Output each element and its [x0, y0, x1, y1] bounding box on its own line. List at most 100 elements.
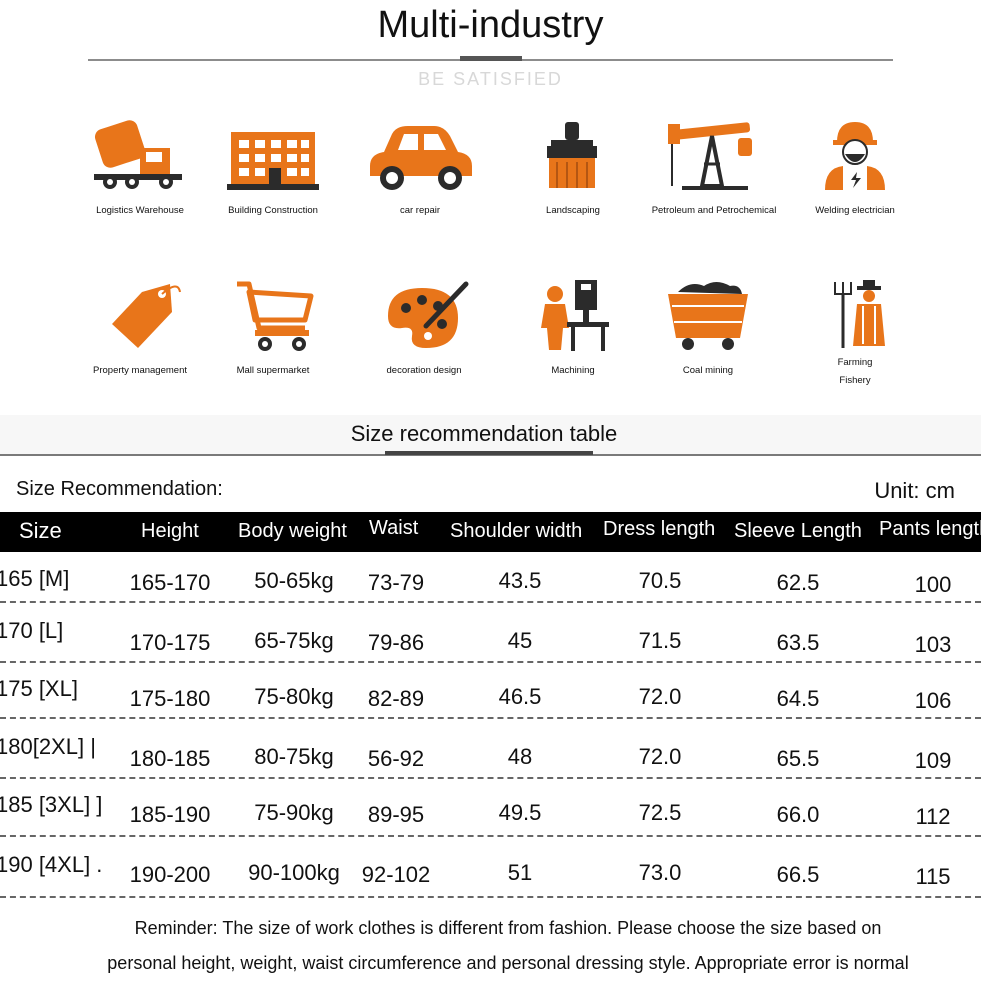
page-subtitle: BE SATISFIED — [418, 69, 563, 89]
cell-size: 190 [4XL] . — [0, 852, 103, 877]
col-header-size: Size — [19, 518, 62, 543]
row-divider — [0, 835, 981, 837]
industry-petroleum: Petroleum and Petrochemical — [639, 120, 789, 220]
palette-icon — [388, 281, 469, 348]
industry-machining: Machining — [498, 278, 648, 380]
industry-decoration: decoration design — [349, 278, 499, 380]
industry-property: Property management — [65, 278, 215, 380]
industry-label: Welding electrician — [815, 205, 895, 216]
cell-weight: 90-100kg — [248, 860, 340, 885]
shopping-cart-icon — [237, 281, 314, 351]
cell-pants: 112 — [915, 804, 951, 829]
car-icon — [370, 126, 472, 190]
size-title-divider-accent — [385, 451, 593, 455]
cell-size: 180[2XL] | — [0, 734, 96, 759]
paint-brush-icon — [547, 122, 597, 188]
cell-dress: 72.0 — [638, 684, 682, 709]
cell-size: 165 [M] — [0, 566, 70, 591]
cell-weight: 50-65kg — [254, 568, 334, 593]
industry-building: Building Construction — [198, 120, 348, 220]
cell-size: 170 [L] — [0, 618, 64, 643]
industry-label: Petroleum and Petrochemical — [651, 205, 777, 216]
cell-weight: 75-90kg — [254, 800, 334, 825]
cell-sleeve: 62.5 — [776, 570, 820, 595]
cell-pants: 103 — [914, 632, 952, 657]
worker-icon — [825, 122, 885, 190]
industry-label: Landscaping — [546, 205, 600, 216]
price-tag-icon — [112, 284, 181, 348]
cell-waist: 56-92 — [367, 746, 425, 771]
cell-height: 185-190 — [129, 802, 211, 827]
cell-height: 170-175 — [129, 630, 211, 655]
reminder-line-2: personal height, weight, waist circumfer… — [107, 953, 909, 973]
industry-label: Building Construction — [228, 205, 318, 216]
unit-label: Unit: cm — [874, 478, 955, 503]
machinist-icon — [541, 280, 609, 351]
industry-farming: Farming Fishery — [780, 276, 930, 390]
cell-sleeve: 66.5 — [776, 862, 820, 887]
reminder-line-1: Reminder: The size of work clothes is di… — [134, 918, 882, 938]
cell-height: 190-200 — [129, 862, 211, 887]
industry-label: Coal mining — [682, 365, 734, 376]
page-title: Multi-industry — [377, 4, 604, 46]
cell-waist: 89-95 — [367, 802, 425, 827]
col-header-height: Height — [141, 520, 199, 542]
size-recommendation-label: Size Recommendation: — [16, 478, 223, 500]
industry-label: Mall supermarket — [236, 365, 310, 376]
cell-size: 185 [3XL] ] — [0, 792, 103, 817]
industry-label-line2: Fishery — [839, 375, 871, 386]
building-icon — [227, 132, 319, 190]
cell-dress: 72.0 — [638, 744, 682, 769]
cell-height: 175-180 — [129, 686, 211, 711]
cell-height: 180-185 — [129, 746, 211, 771]
industry-label: car repair — [399, 205, 441, 216]
industry-coal: Coal mining — [633, 278, 783, 380]
cell-sleeve: 63.5 — [776, 630, 820, 655]
industry-welding: Welding electrician — [780, 120, 930, 220]
mine-cart-icon — [668, 282, 748, 350]
cell-shoulder: 43.5 — [498, 568, 542, 593]
industry-mall: Mall supermarket — [198, 278, 348, 380]
cell-dress: 72.5 — [638, 800, 682, 825]
cell-dress: 73.0 — [638, 860, 682, 885]
cell-sleeve: 66.0 — [776, 802, 820, 827]
col-header-shoulder-width: Shoulder width — [450, 520, 583, 542]
row-divider — [0, 777, 981, 779]
cell-pants: 115 — [915, 864, 951, 889]
industry-landscaping: Landscaping — [498, 120, 648, 220]
cell-weight: 80-75kg — [254, 744, 334, 769]
cell-waist: 79-86 — [367, 630, 425, 655]
cell-size: 175 [XL] — [0, 676, 78, 701]
col-header-sleeve-length: Sleeve Length — [734, 520, 862, 542]
row-divider — [0, 896, 981, 898]
industry-label: Logistics Warehouse — [96, 205, 184, 216]
cell-shoulder: 45 — [507, 628, 533, 653]
row-divider — [0, 661, 981, 663]
cell-pants: 106 — [914, 688, 952, 713]
cell-waist: 92-102 — [361, 862, 431, 887]
industry-label: Farming — [837, 357, 873, 368]
industry-logistics: Logistics Warehouse — [65, 120, 215, 220]
title-divider-accent — [460, 56, 522, 61]
col-header-body-weight: Body weight — [238, 520, 347, 542]
industry-label: Property management — [93, 365, 187, 376]
cell-waist: 82-89 — [367, 686, 425, 711]
table-header — [0, 512, 981, 552]
row-divider — [0, 601, 981, 603]
industry-car-repair: car repair — [345, 120, 495, 220]
row-divider — [0, 717, 981, 719]
col-header-pants-length: Pants length — [879, 518, 981, 540]
cell-shoulder: 46.5 — [498, 684, 542, 709]
cell-pants: 109 — [914, 748, 952, 773]
col-header-dress-length: Dress length — [603, 518, 716, 540]
cell-dress: 70.5 — [638, 568, 682, 593]
cell-dress: 71.5 — [638, 628, 682, 653]
cell-sleeve: 64.5 — [776, 686, 820, 711]
industry-label: Machining — [551, 365, 595, 376]
size-section-band — [0, 415, 981, 455]
cell-weight: 75-80kg — [254, 684, 334, 709]
size-title-divider — [0, 454, 981, 456]
cell-weight: 65-75kg — [254, 628, 334, 653]
cell-shoulder: 48 — [507, 744, 533, 769]
cell-height: 165-170 — [129, 570, 211, 595]
